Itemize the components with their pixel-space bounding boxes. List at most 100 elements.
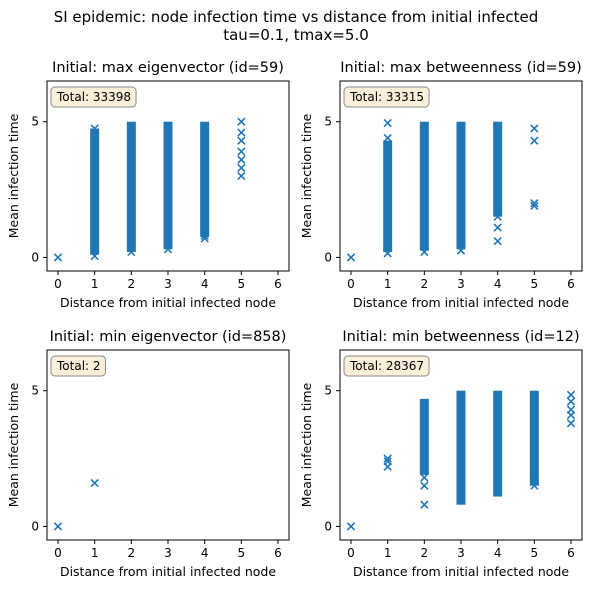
y-tick-label: 0	[324, 250, 332, 264]
x-tick-label: 0	[54, 277, 62, 291]
subplot-max-betweenness: Initial: max betweenness (id=59) 0 1 2 3 4 5 6 0…	[299, 60, 583, 310]
x-tick-label: 5	[531, 277, 539, 291]
x-tick-label: 4	[494, 546, 502, 560]
x-tick-label: 5	[238, 277, 246, 291]
x-tick-label: 0	[54, 546, 62, 560]
scatter-point	[420, 473, 429, 482]
scatter-point	[237, 171, 246, 181]
x-tick-label: 6	[567, 546, 575, 560]
x-tick-label: 2	[421, 546, 429, 560]
total-annotation: Total: 33315	[349, 90, 424, 104]
scatter-point	[53, 522, 63, 531]
scatter-point	[200, 234, 209, 243]
subplot-title: Initial: max eigenvector (id=59)	[52, 60, 284, 76]
total-annotation-box	[50, 355, 107, 377]
scatter-point	[237, 117, 246, 126]
scatter-point	[237, 128, 246, 137]
scatter-point	[566, 419, 576, 428]
scatter-point	[530, 136, 539, 145]
y-tick-label: 0	[31, 519, 39, 533]
scatter-point	[237, 155, 246, 164]
x-tick-label: 1	[384, 277, 392, 291]
y-axis-label: Mean infection time	[299, 113, 314, 238]
scatter-point	[420, 500, 429, 509]
scatter-column	[419, 121, 429, 251]
scatter-column	[383, 140, 393, 252]
x-tick-label: 5	[238, 546, 246, 560]
scatter-point	[383, 454, 392, 463]
y-axis-label: Mean infection time	[6, 113, 21, 238]
x-tick-label: 4	[201, 546, 209, 560]
x-tick-label: 4	[201, 277, 209, 291]
scatter-column	[90, 128, 100, 255]
scatter-point	[53, 253, 63, 262]
x-tick-label: 3	[457, 277, 465, 291]
x-tick-label: 3	[457, 546, 465, 560]
x-tick-label: 6	[274, 546, 282, 560]
x-axis-label: Distance from initial infected node	[353, 564, 569, 579]
total-annotation-box	[50, 86, 137, 108]
subplot-title: Initial: min betweenness (id=12)	[342, 329, 579, 345]
scatter-point	[420, 481, 429, 490]
scatter-point	[566, 397, 576, 406]
total-annotation-box	[343, 355, 430, 377]
x-axis-label: Distance from initial infected node	[60, 564, 276, 579]
scatter-point	[383, 249, 392, 258]
total-annotation: Total: 2	[56, 359, 101, 373]
x-axis-label: Distance from initial infected node	[353, 295, 569, 310]
scatter-point	[530, 198, 539, 208]
scatter-column	[456, 121, 466, 250]
scatter-column	[419, 398, 429, 475]
y-axis-label: Mean infection time	[299, 382, 314, 507]
y-tick-label: 0	[31, 250, 39, 264]
subplot-title: Initial: min eigenvector (id=858)	[50, 329, 287, 345]
y-tick-label: 5	[31, 384, 39, 398]
scatter-point	[493, 212, 502, 221]
scatter-point	[530, 476, 539, 485]
scatter-column	[456, 390, 466, 505]
total-annotation: Total: 33398	[56, 90, 131, 104]
scatter-point	[163, 245, 173, 254]
axes-frame	[46, 349, 290, 541]
total-annotation: Total: 28367	[349, 359, 424, 373]
scatter-point	[127, 247, 136, 257]
scatter-point	[530, 124, 539, 133]
x-tick-label: 2	[421, 277, 429, 291]
scatter-point	[493, 223, 502, 232]
total-annotation-box	[343, 86, 430, 108]
scatter-column	[493, 390, 503, 497]
scatter-point	[383, 462, 392, 471]
scatter-point	[237, 136, 246, 145]
subplot-min-eigenvector: Initial: min eigenvector (id=858) 0 1 2 3 4 5 6…	[6, 329, 290, 579]
scatter-point	[456, 246, 466, 255]
x-tick-label: 3	[164, 277, 172, 291]
y-tick-label: 0	[324, 519, 332, 533]
x-tick-label: 6	[274, 277, 282, 291]
scatter-point	[530, 201, 539, 211]
x-tick-label: 1	[91, 546, 99, 560]
subplot-title: Initial: max betweenness (id=59)	[340, 60, 582, 76]
x-tick-label: 2	[128, 546, 136, 560]
x-tick-label: 4	[494, 277, 502, 291]
subplot-min-betweenness: Initial: min betweenness (id=12) 0 1 2 3 4 5 6 0…	[299, 329, 583, 579]
scatter-point	[383, 118, 392, 128]
scatter-column	[529, 390, 539, 486]
y-tick-label: 5	[31, 115, 39, 129]
scatter-point	[420, 247, 429, 257]
scatter-point	[566, 410, 576, 420]
x-tick-label: 2	[128, 277, 136, 291]
x-tick-label: 5	[531, 546, 539, 560]
scatter-point	[237, 163, 246, 173]
subplot-max-eigenvector: Initial: max eigenvector (id=59) 0 1 2 3 4 5 6 0…	[6, 60, 290, 310]
scatter-column	[493, 121, 503, 217]
scatter-column	[126, 121, 136, 252]
scatter-point	[383, 133, 392, 143]
scatter-point	[566, 390, 576, 399]
scatter-column	[200, 121, 210, 238]
scatter-point	[237, 147, 246, 156]
scatter-point	[90, 124, 99, 133]
scatter-point	[90, 251, 99, 261]
x-tick-label: 0	[347, 277, 355, 291]
y-tick-label: 5	[324, 384, 332, 398]
